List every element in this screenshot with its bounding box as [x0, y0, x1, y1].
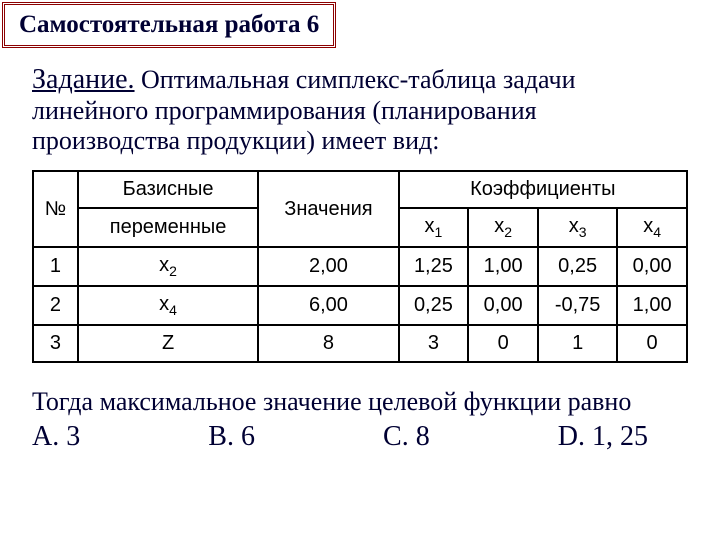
simplex-table: № Базисные Значения Коэффициенты перемен… [32, 170, 688, 363]
cell-c1: 3 [399, 325, 469, 362]
cell-c3: 1 [538, 325, 617, 362]
table-row: 1 x2 2,00 1,25 1,00 0,25 0,00 [33, 247, 687, 286]
cell-c2: 0,00 [468, 286, 538, 325]
col-coeffs-header: Коэффициенты [399, 171, 687, 208]
answer-options: A. 3 B. 6 C. 8 D. 1, 25 [32, 419, 688, 455]
cell-c3: 0,25 [538, 247, 617, 286]
task-block: Задание. Оптимальная симплекс-таблица за… [32, 64, 688, 156]
cell-c2: 0 [468, 325, 538, 362]
task-text-2: линейного программирования (планирования [32, 96, 537, 125]
cell-var: Z [78, 325, 259, 362]
col-values-header: Значения [258, 171, 398, 247]
title-box: Самостоятельная работа 6 [2, 2, 336, 48]
cell-val: 8 [258, 325, 398, 362]
col-basis-header-1: Базисные [78, 171, 259, 208]
option-c: C. 8 [383, 419, 430, 455]
cell-num: 2 [33, 286, 78, 325]
task-label: Задание. [32, 64, 135, 95]
cell-c1: 1,25 [399, 247, 469, 286]
header-row-1: № Базисные Значения Коэффициенты [33, 171, 687, 208]
content-area: Задание. Оптимальная симплекс-таблица за… [2, 64, 718, 455]
col-x3: x3 [538, 208, 617, 247]
col-num-header: № [33, 171, 78, 247]
cell-num: 1 [33, 247, 78, 286]
option-d: D. 1, 25 [558, 419, 648, 455]
col-x1: x1 [399, 208, 469, 247]
col-x4: x4 [617, 208, 687, 247]
page-title: Самостоятельная работа 6 [19, 11, 319, 38]
col-x2: x2 [468, 208, 538, 247]
option-a: A. 3 [32, 419, 80, 455]
cell-c1: 0,25 [399, 286, 469, 325]
cell-var: x4 [78, 286, 259, 325]
cell-c3: -0,75 [538, 286, 617, 325]
table-row: 2 x4 6,00 0,25 0,00 -0,75 1,00 [33, 286, 687, 325]
conclusion-block: Тогда максимальное значение целевой функ… [32, 385, 688, 455]
cell-c4: 0 [617, 325, 687, 362]
col-basis-header-2: переменные [78, 208, 259, 247]
option-b: B. 6 [208, 419, 255, 455]
cell-c4: 1,00 [617, 286, 687, 325]
task-text-1: Оптимальная симплекс-таблица задачи [135, 65, 576, 94]
cell-c2: 1,00 [468, 247, 538, 286]
cell-val: 6,00 [258, 286, 398, 325]
table-row: 3 Z 8 3 0 1 0 [33, 325, 687, 362]
cell-num: 3 [33, 325, 78, 362]
cell-c4: 0,00 [617, 247, 687, 286]
task-text-3: производства продукции) имеет вид: [32, 126, 439, 155]
cell-var: x2 [78, 247, 259, 286]
conclusion-text: Тогда максимальное значение целевой функ… [32, 385, 688, 419]
cell-val: 2,00 [258, 247, 398, 286]
